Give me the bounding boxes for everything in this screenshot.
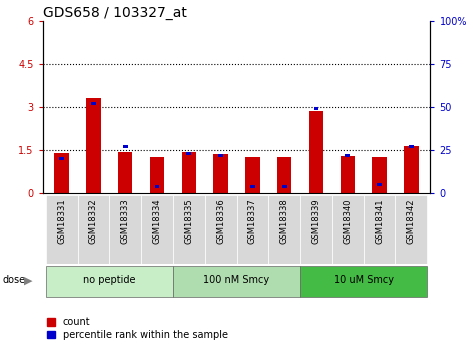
Bar <box>300 195 332 264</box>
Bar <box>118 151 132 193</box>
Text: 100 nM Smcy: 100 nM Smcy <box>203 276 270 285</box>
Text: GSM18337: GSM18337 <box>248 198 257 244</box>
Text: 10 uM Smcy: 10 uM Smcy <box>333 276 394 285</box>
Text: GSM18340: GSM18340 <box>343 198 352 244</box>
Bar <box>277 157 291 193</box>
Text: no peptide: no peptide <box>83 276 136 285</box>
Bar <box>250 185 255 188</box>
Bar <box>109 195 141 264</box>
Bar <box>46 266 173 297</box>
Bar <box>59 157 64 160</box>
Bar <box>236 195 268 264</box>
Bar <box>404 146 419 193</box>
Text: GSM18332: GSM18332 <box>89 198 98 244</box>
Bar <box>182 151 196 193</box>
Bar <box>173 266 300 297</box>
Text: ▶: ▶ <box>24 276 32 285</box>
Text: GSM18334: GSM18334 <box>152 198 161 244</box>
Legend: count, percentile rank within the sample: count, percentile rank within the sample <box>47 317 228 340</box>
Bar <box>372 157 387 193</box>
Bar <box>186 152 191 155</box>
Bar <box>345 154 350 157</box>
Bar <box>395 195 427 264</box>
Bar <box>78 195 109 264</box>
Bar <box>123 145 128 148</box>
Text: GDS658 / 103327_at: GDS658 / 103327_at <box>43 6 186 20</box>
Bar <box>268 195 300 264</box>
Bar <box>173 195 205 264</box>
Bar <box>341 156 355 193</box>
Bar <box>205 195 236 264</box>
Text: GSM18335: GSM18335 <box>184 198 193 244</box>
Text: GSM18338: GSM18338 <box>280 198 289 244</box>
Bar <box>54 153 69 193</box>
Bar <box>282 185 287 188</box>
Text: GSM18331: GSM18331 <box>57 198 66 244</box>
Bar <box>314 107 318 110</box>
Bar <box>213 155 228 193</box>
Bar <box>245 157 260 193</box>
Bar <box>218 154 223 157</box>
Bar <box>309 111 323 193</box>
Text: GSM18341: GSM18341 <box>375 198 384 244</box>
Bar <box>332 195 364 264</box>
Bar <box>300 266 427 297</box>
Bar <box>86 98 101 193</box>
Bar <box>155 185 159 188</box>
Text: GSM18342: GSM18342 <box>407 198 416 244</box>
Bar <box>46 195 78 264</box>
Text: dose: dose <box>2 276 26 285</box>
Bar <box>141 195 173 264</box>
Bar <box>364 195 395 264</box>
Bar <box>150 157 164 193</box>
Bar <box>91 102 96 105</box>
Bar <box>409 145 414 148</box>
Text: GSM18339: GSM18339 <box>312 198 321 244</box>
Text: GSM18336: GSM18336 <box>216 198 225 244</box>
Text: GSM18333: GSM18333 <box>121 198 130 244</box>
Bar <box>377 183 382 186</box>
